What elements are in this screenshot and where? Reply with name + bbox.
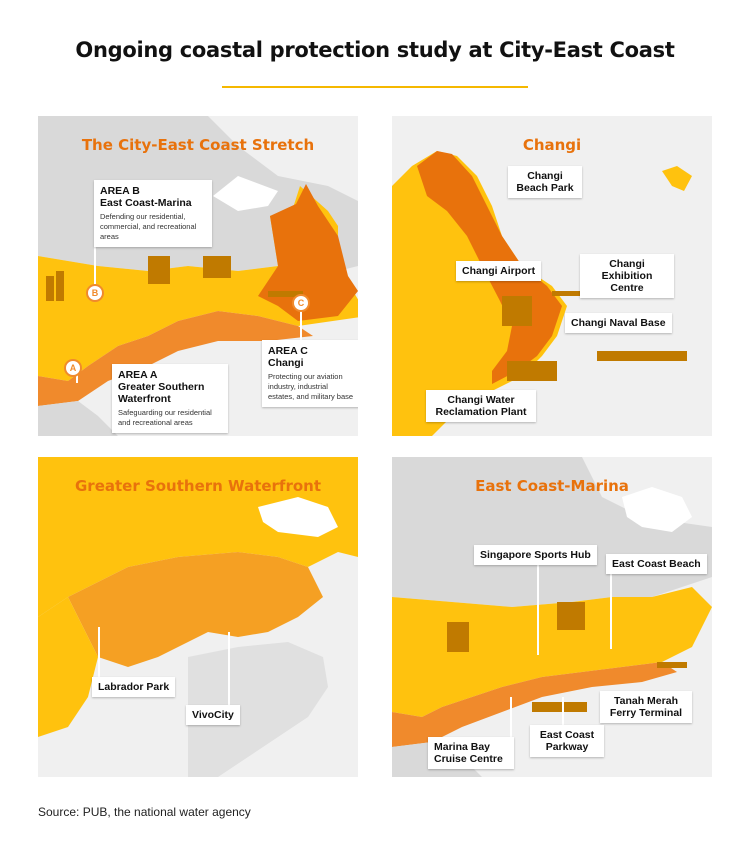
label-changi-water-plant: Changi Water Reclamation Plant — [426, 390, 536, 422]
panel-title: Greater Southern Waterfront — [74, 477, 322, 495]
area-a-heading: AREA A — [118, 369, 158, 381]
panel-changi: Changi Changi Beach Park Changi Airport … — [392, 116, 712, 436]
labrador-pointer — [98, 627, 100, 681]
panel-title: East Coast-Marina — [475, 477, 629, 495]
area-a-description: Safeguarding our residential and recreat… — [118, 408, 212, 427]
area-b-name: East Coast-Marina — [100, 197, 192, 209]
label-changi-naval-base: Changi Naval Base — [565, 313, 672, 333]
sports-hub-pointer — [537, 565, 539, 655]
area-a-name-line1: Greater Southern — [118, 381, 205, 393]
panel-title: The City-East Coast Stretch — [81, 136, 315, 154]
area-c-heading: AREA C — [268, 345, 308, 357]
area-b-callout: AREA B East Coast-Marina Defending our r… — [94, 180, 212, 247]
area-b-description: Defending our residential, commercial, a… — [100, 212, 197, 241]
label-tanah-merah: Tanah Merah Ferry Terminal — [600, 691, 692, 723]
area-b-pointer — [94, 234, 96, 284]
cruise-pointer — [510, 697, 512, 737]
panel-title: Changi — [522, 136, 582, 154]
label-labrador-park: Labrador Park — [92, 677, 176, 697]
area-b-heading: AREA B — [100, 185, 140, 197]
area-c-pointer — [300, 308, 302, 340]
vivocity-pointer — [228, 632, 230, 707]
parkway-pointer — [562, 697, 564, 727]
label-east-coast-parkway: East Coast Parkway — [530, 725, 604, 757]
page-title: Ongoing coastal protection study at City… — [75, 38, 675, 62]
label-changi-beach-park: Changi Beach Park — [508, 166, 582, 198]
area-a-callout: AREA A Greater Southern Waterfront Safeg… — [112, 364, 228, 433]
label-east-coast-beach: East Coast Beach — [606, 554, 707, 574]
title-underline — [222, 86, 528, 88]
label-changi-exhibition: Changi Exhibition Centre — [580, 254, 674, 298]
label-vivocity: VivoCity — [186, 705, 240, 725]
changi-map — [392, 116, 712, 436]
east-coast-marina-map — [392, 457, 712, 777]
label-sports-hub: Singapore Sports Hub — [474, 545, 597, 565]
source-note: Source: PUB, the national water agency — [38, 805, 251, 819]
area-c-marker: C — [292, 294, 310, 312]
area-a-pointer — [76, 371, 78, 383]
panel-greater-southern: Greater Southern Waterfront Labrador Par… — [38, 457, 358, 777]
area-c-name: Changi — [268, 357, 304, 369]
area-b-marker: B — [86, 284, 104, 302]
label-marina-bay-cruise: Marina Bay Cruise Centre — [428, 737, 514, 769]
label-changi-airport: Changi Airport — [456, 261, 542, 281]
area-a-name-line2: Waterfront — [118, 393, 171, 405]
panel-city-east-coast: The City-East Coast Stretch B AREA B Eas… — [38, 116, 358, 436]
beach-pointer — [610, 569, 612, 649]
area-c-description: Protecting our aviation industry, indust… — [268, 372, 354, 401]
panel-east-coast-marina: East Coast-Marina Singapore Sports Hub E… — [392, 457, 712, 777]
area-a-marker: A — [64, 359, 82, 377]
greater-southern-map — [38, 457, 358, 777]
area-c-callout: AREA C Changi Protecting our aviation in… — [262, 340, 358, 407]
